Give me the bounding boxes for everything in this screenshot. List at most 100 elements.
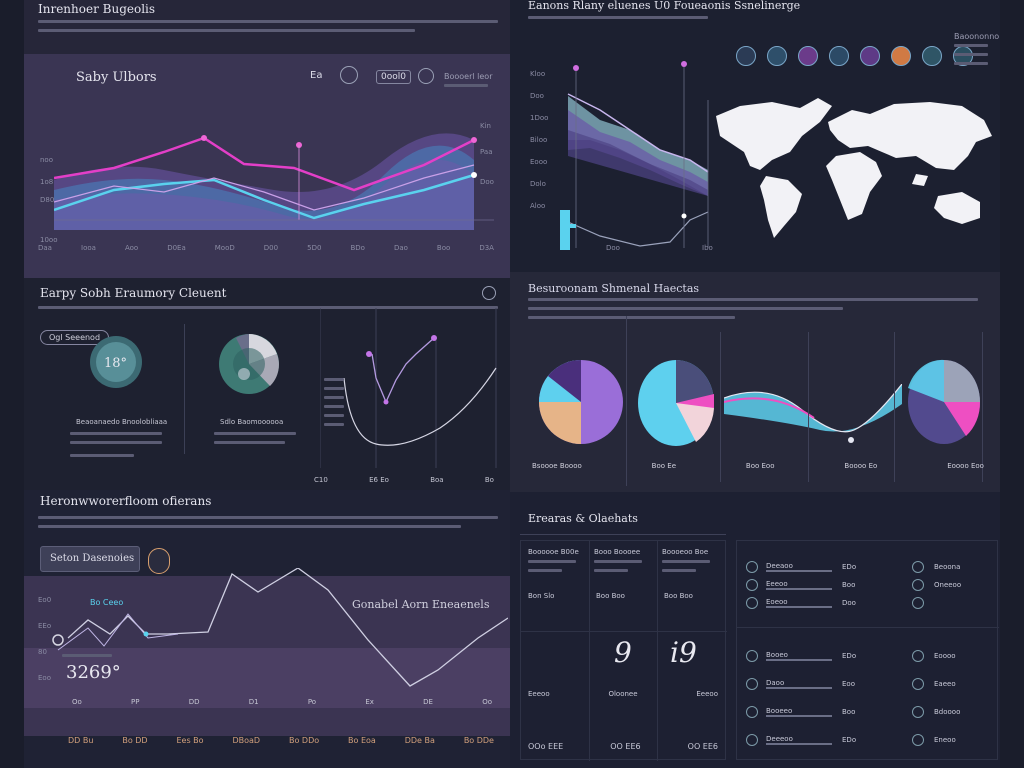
x-tick: BDo (350, 244, 365, 252)
metric-icon[interactable] (736, 46, 756, 66)
y-tick: 1Doo (530, 114, 549, 122)
list-status-icon (912, 597, 924, 609)
list-extra: Bdoooo (934, 708, 961, 716)
mid-left-title: Earpy Sobh Eraumory Cleuent (40, 286, 227, 300)
y-tick: Eo0 (38, 596, 52, 604)
user-icon[interactable] (148, 548, 170, 574)
list-label: Deeaoo (766, 562, 832, 572)
gauge-value: 18° (104, 356, 128, 371)
metric-icon[interactable] (767, 46, 787, 66)
list-row[interactable]: Deeeoo EDo Eneoo (746, 726, 960, 754)
list-icon (746, 706, 758, 718)
list-value: EDo (842, 736, 857, 744)
metric-icon[interactable] (891, 46, 911, 66)
digit-1: 9 (614, 636, 632, 669)
bottom-left-x-axis: Oo PP DD D1 Po Ex DE Oo (72, 698, 492, 706)
list-extra: Eaeeo (934, 680, 956, 688)
list-status-icon (912, 650, 924, 662)
bottom-left-y-axis: Eo0 EEo 80 Eoo (38, 596, 51, 682)
x-tick: D00 (263, 244, 279, 252)
metric-icon[interactable] (798, 46, 818, 66)
metric-icon[interactable] (860, 46, 880, 66)
pie-captions: Bsoooe Boooo Boo Ee Boo Eoo Boooo Eo Eoooo E… (532, 462, 984, 470)
list-value: Eoo (842, 680, 855, 688)
list-status-icon (912, 734, 924, 746)
list-status-icon (912, 678, 924, 690)
list-value: Boo (842, 708, 856, 716)
gauge-circle (90, 336, 142, 388)
footer-value: Bo DDo (288, 736, 320, 745)
x-tick: Oo (482, 698, 492, 706)
series-light (54, 164, 475, 211)
x-tick: Bo (484, 476, 494, 484)
list-icon (746, 678, 758, 690)
list-value: Boo (842, 581, 856, 589)
footer-value: Bo DDe (463, 736, 494, 745)
list-icon (746, 734, 758, 746)
x-tick: Boo (436, 244, 451, 252)
top-right-panel: Eanons Rlany eluenes U0 Foueaonis Ssneli… (510, 0, 1000, 272)
ctrl-b-label[interactable]: 0ool0 (376, 70, 411, 84)
clock-icon[interactable] (340, 66, 358, 84)
x-tick: D1 (248, 698, 259, 706)
list-row[interactable]: Eeeoo Boo Oneeoo (746, 576, 961, 594)
list-row[interactable]: Deeaoo EDo Beoona (746, 558, 961, 576)
list-row[interactable]: Booeeo Boo Bdoooo (746, 698, 960, 726)
ctrl-a-label[interactable]: Ea (310, 70, 323, 81)
stat-label: Eeeoo (696, 690, 718, 698)
top-left-x-axis: Daa Iooa Aoo D0Ea MooD D00 5D0 BDo Dao Boo D3A (38, 244, 494, 252)
right-tick-3: Doo (480, 178, 494, 186)
list-extra: Beoona (934, 563, 961, 571)
metric-icon[interactable] (829, 46, 849, 66)
bottom-left-title: Heronwworerfloom ofierans (40, 494, 212, 508)
list-label: Booeo (766, 651, 832, 661)
bottom-right-panel: Erearas & Olaehats Boooooe B00e Booo Boo… (510, 492, 1000, 768)
metric-icon[interactable] (922, 46, 942, 66)
bottom-right-title: Erearas & Olaehats (528, 512, 638, 525)
x-tick: Dao (393, 244, 408, 252)
y-tick: Dolo (530, 180, 546, 188)
settings-icon[interactable] (418, 68, 434, 84)
stats-grid (520, 540, 727, 761)
col-header-2: Booo Boooee (594, 548, 641, 556)
list-a: Deeaoo EDo Beoona Eeeoo Boo Oneeoo Eoeoo Doo (746, 558, 961, 612)
y-tick: Eooo (530, 158, 548, 166)
top-right-y-axis: Kloo Doo 1Doo Biloo Eooo Dolo Aloo (530, 70, 548, 210)
list-row[interactable]: Eoeoo Doo (746, 594, 961, 612)
col-header-3: Boooeoo Boe (662, 548, 709, 556)
bottom-left-footer: DD Bu Bo DD Ees Bo DBoaD Bo DDo Bo Eoa DDe Ba B… (68, 736, 494, 745)
list-icon (746, 650, 758, 662)
curve-chart (320, 308, 497, 468)
x-tick: E6 Eo (369, 476, 389, 484)
ctrl-right-label[interactable]: Boooerl leor (444, 72, 493, 81)
mid-left-panel: Earpy Sobh Eraumory Cleuent Ogl Seeenod … (24, 278, 510, 490)
row-label-2: Boo Boo (596, 592, 625, 600)
x-tick: C10 (314, 476, 328, 484)
x-tick: Ex (365, 698, 374, 706)
top-left-panel: Inrenhoer Bugeolis Saby Ulbors Ea 0ool0 … (24, 0, 510, 278)
list-row[interactable]: Booeo EDo Eoooo (746, 642, 960, 670)
x-tick: PP (131, 698, 140, 706)
list-status-icon (912, 561, 924, 573)
series-pink (54, 136, 475, 192)
x-tick: Oo (72, 698, 82, 706)
list-row[interactable]: Daoo Eoo Eaeeo (746, 670, 960, 698)
digit-2: i9 (670, 636, 697, 669)
search-field[interactable] (40, 546, 140, 572)
list-status-icon (912, 706, 924, 718)
stream-chart (560, 61, 709, 250)
footer-value: DBoaD (232, 736, 261, 745)
y-tick: Eoo (38, 674, 51, 682)
list-extra: Eneoo (934, 736, 956, 744)
x-tick-a: Doo (606, 244, 620, 252)
x-tick: D0Ea (167, 244, 186, 252)
list-label: Daoo (766, 679, 832, 689)
stat-label: Eeeoo (528, 690, 550, 698)
info-icon[interactable] (482, 286, 496, 300)
stat-value: OOo EEE (528, 742, 564, 751)
wave-area-chart (724, 384, 902, 443)
pie-caption: Eoooo Eoo (947, 462, 984, 470)
mid-left-x-axis: C10 E6 Eo Boa Bo (314, 476, 494, 484)
top-left-desc (38, 20, 498, 38)
list-label: Eeeoo (766, 580, 832, 590)
